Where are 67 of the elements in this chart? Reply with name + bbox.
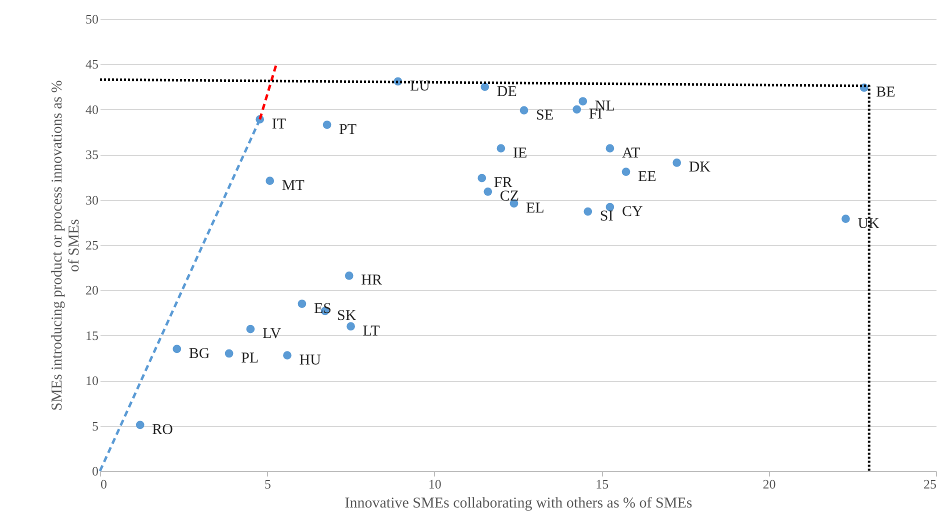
annotation: BE [876, 84, 896, 101]
x-axis-title: Innovative SMEs collaborating with others as % of SMEs [344, 496, 692, 512]
point [842, 214, 850, 223]
point [578, 97, 588, 106]
annotation: IE [512, 145, 528, 162]
point [172, 344, 182, 354]
annotation: PT [339, 122, 357, 138]
point [622, 168, 630, 176]
annotation: CY [622, 204, 643, 220]
point [606, 202, 614, 212]
x-tick-label: 10 [428, 476, 442, 492]
annotation: SE [536, 107, 554, 124]
point [606, 144, 614, 152]
point [266, 176, 274, 185]
annotation: BG [188, 346, 210, 362]
annotation: SI [600, 208, 614, 225]
y-tick-label: 10 [86, 373, 98, 388]
x-tick-label: 25 [924, 476, 936, 492]
y-tick-label: 5 [92, 418, 98, 434]
annotation: CZ [500, 188, 520, 205]
point [136, 420, 144, 430]
annotation: FR [494, 175, 512, 192]
annotation: ES [314, 300, 332, 317]
point [246, 324, 255, 334]
annotation: SK [337, 308, 356, 324]
point [224, 349, 234, 358]
x-tick-label: 5 [264, 476, 271, 492]
point [484, 187, 492, 196]
point [478, 174, 486, 182]
annotation: HU [299, 352, 322, 368]
y-tick-label: 45 [86, 56, 98, 72]
annotation: AT [622, 145, 640, 162]
annotation: MT [282, 178, 304, 194]
annotation: IT [272, 116, 286, 132]
y-tick-label: 35 [86, 147, 98, 162]
point [283, 351, 292, 360]
point [584, 207, 592, 216]
point [572, 105, 582, 114]
y-tick-label: 20 [86, 282, 98, 298]
annotation: EE [638, 168, 656, 185]
y-tick-label: 40 [86, 102, 98, 117]
point [480, 82, 490, 91]
point [520, 106, 528, 114]
point [496, 144, 506, 152]
annotation: EL [526, 200, 544, 216]
annotation: LU [410, 78, 430, 94]
annotation: DE [496, 84, 517, 100]
y-tick-label: 30 [86, 192, 98, 208]
y-tick-label: 15 [86, 328, 98, 343]
annotation: HR [361, 272, 382, 289]
annotation: PL [241, 350, 259, 366]
x-tick-label: 15 [596, 476, 609, 492]
y-tick-label: 25 [86, 238, 98, 252]
annotation: DK [688, 160, 711, 176]
annotation: LT [362, 323, 380, 340]
x-tick-label: 20 [762, 476, 776, 492]
point [346, 322, 355, 331]
point [344, 272, 354, 280]
point [322, 120, 332, 129]
point [672, 158, 682, 167]
y-axis-title: SMEs introducing product or process innovations as % of SMEs [50, 80, 82, 411]
annotation: LV [262, 326, 282, 342]
annotation: UK [858, 216, 880, 232]
y-tick-label: 0 [92, 464, 98, 478]
annotation: RO [152, 422, 174, 438]
point [298, 300, 306, 308]
y-tick-label: 50 [86, 12, 98, 26]
